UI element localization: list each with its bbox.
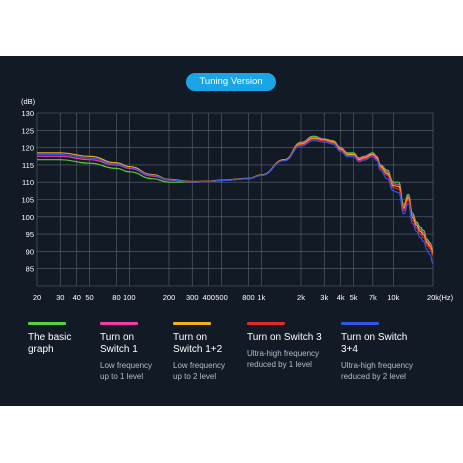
legend-desc-switch1: Low frequency up to 1 level xyxy=(100,361,153,381)
legend-desc-switch3: Ultra-high frequency reduced by 1 level xyxy=(247,349,320,369)
x-tick-label: 4k xyxy=(337,293,345,302)
legend-swatch-switch3-4 xyxy=(341,322,379,325)
y-tick-label: 105 xyxy=(21,196,34,205)
series-line xyxy=(37,140,434,265)
legend-item-switch1: Turn on Switch 1 Low frequency up to 1 l… xyxy=(100,322,182,382)
x-tick-label: 3k xyxy=(320,293,328,302)
x-tick-label: 800 xyxy=(242,293,255,302)
legend-label-switch3-4: Turn on Switch 3+4 xyxy=(341,332,408,355)
legend-desc-switch3-4: Ultra-high frequency reduced by 2 level xyxy=(341,361,414,381)
x-tick-label: 100 xyxy=(123,293,136,302)
y-tick-label: 130 xyxy=(21,109,34,118)
y-tick-label: 115 xyxy=(22,161,34,170)
legend-desc-switch1-2: Low frequency up to 2 level xyxy=(173,361,226,381)
x-tick-label: 5k xyxy=(350,293,358,302)
legend-swatch-switch3 xyxy=(247,322,285,325)
legend-item-switch3: Turn on Switch 3 Ultra-high frequency re… xyxy=(247,322,337,370)
series-line xyxy=(37,135,434,251)
x-tick-label: 40 xyxy=(73,293,81,302)
x-tick-label: 20k xyxy=(427,293,439,302)
y-axis-label: (dB) xyxy=(21,97,36,106)
y-tick-label: 85 xyxy=(26,265,34,274)
legend-item-switch1-2: Turn on Switch 1+2 Low frequency up to 2… xyxy=(173,322,255,382)
x-tick-label: 500 xyxy=(215,293,228,302)
legend-item-switch3-4: Turn on Switch 3+4 Ultra-high frequency … xyxy=(341,322,436,382)
y-tick-label: 95 xyxy=(26,230,34,239)
legend-swatch-switch1-2 xyxy=(173,322,211,325)
x-axis-label: (Hz) xyxy=(439,293,454,302)
legend-item-basic: The basic graph xyxy=(28,322,110,360)
tuning-version-badge: Tuning Version xyxy=(186,73,276,91)
y-tick-label: 110 xyxy=(22,178,34,187)
x-tick-label: 20 xyxy=(33,293,41,302)
y-tick-label: 120 xyxy=(21,144,34,153)
legend-swatch-switch1 xyxy=(100,322,138,325)
y-tick-label: 125 xyxy=(21,126,34,135)
dark-panel xyxy=(0,56,463,406)
x-tick-label: 50 xyxy=(85,293,93,302)
y-tick-label: 90 xyxy=(26,247,34,256)
x-tick-label: 2k xyxy=(297,293,305,302)
x-tick-label: 7k xyxy=(369,293,377,302)
x-tick-label: 1k xyxy=(257,293,265,302)
y-tick-label: 100 xyxy=(21,213,34,222)
legend-label-switch1-2: Turn on Switch 1+2 xyxy=(173,332,223,355)
legend-label-switch1: Turn on Switch 1 xyxy=(100,332,138,355)
x-tick-label: 300 xyxy=(186,293,199,302)
x-tick-label: 200 xyxy=(163,293,176,302)
legend-swatch-basic xyxy=(28,322,66,325)
x-tick-label: 10k xyxy=(387,293,399,302)
legend-label-basic: The basic graph xyxy=(28,332,72,355)
x-tick-label: 30 xyxy=(56,293,64,302)
x-tick-label: 80 xyxy=(112,293,120,302)
x-tick-label: 400 xyxy=(202,293,215,302)
legend-label-switch3: Turn on Switch 3 xyxy=(247,332,322,343)
